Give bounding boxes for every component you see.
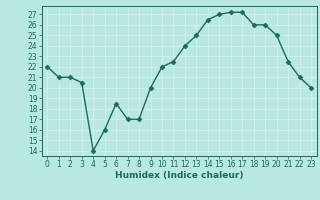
X-axis label: Humidex (Indice chaleur): Humidex (Indice chaleur) (115, 171, 244, 180)
